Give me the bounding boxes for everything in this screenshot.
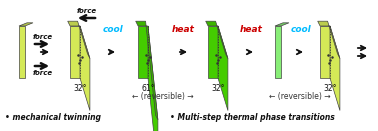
Polygon shape — [19, 23, 33, 26]
Polygon shape — [275, 23, 289, 26]
Polygon shape — [70, 26, 80, 78]
Text: • Multi-step thermal phase transitions: • Multi-step thermal phase transitions — [170, 113, 335, 121]
Text: force: force — [33, 70, 53, 76]
Text: ← (reversible) →: ← (reversible) → — [132, 92, 194, 102]
Text: force: force — [77, 8, 97, 14]
Polygon shape — [275, 26, 281, 78]
Polygon shape — [80, 26, 90, 110]
Text: 32°: 32° — [211, 84, 225, 93]
Text: 32°: 32° — [323, 84, 337, 93]
Text: 61°: 61° — [141, 84, 155, 93]
Text: ← (reversible) →: ← (reversible) → — [269, 92, 331, 102]
Text: heat: heat — [240, 26, 262, 34]
Polygon shape — [136, 21, 158, 120]
Text: 32°: 32° — [73, 84, 87, 93]
Polygon shape — [320, 26, 330, 78]
Polygon shape — [206, 21, 228, 59]
Text: cool: cool — [291, 26, 311, 34]
Polygon shape — [138, 26, 148, 78]
Polygon shape — [19, 26, 25, 78]
Polygon shape — [148, 26, 158, 131]
Text: heat: heat — [172, 26, 194, 34]
Text: cool: cool — [102, 26, 123, 34]
Polygon shape — [68, 21, 90, 59]
Polygon shape — [208, 26, 218, 78]
Polygon shape — [330, 26, 340, 110]
Polygon shape — [218, 26, 228, 110]
Text: • mechanical twinning: • mechanical twinning — [5, 113, 101, 121]
Text: force: force — [33, 34, 53, 40]
Polygon shape — [318, 21, 340, 59]
